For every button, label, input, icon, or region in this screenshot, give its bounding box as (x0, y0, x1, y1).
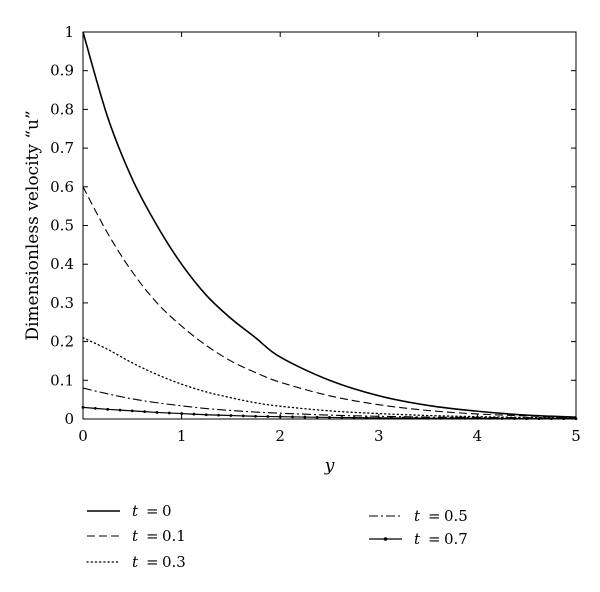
legend-equals: = (428, 507, 441, 525)
legend-swatch-marker (383, 537, 388, 541)
y-tick-label: 0.1 (50, 371, 74, 389)
legend-var: t (132, 553, 139, 571)
x-tick-label: 4 (473, 427, 483, 445)
x-axis-label: y (324, 456, 335, 476)
x-tick-label: 3 (374, 427, 384, 445)
series-marker (192, 412, 196, 416)
series-marker (365, 416, 368, 420)
series-marker (180, 412, 184, 415)
legend-item-2: t = 0.3 (86, 553, 186, 571)
legend-var: t (132, 527, 139, 545)
legend-equals: = (146, 502, 159, 520)
legend-item-0: t = 0 (87, 502, 172, 520)
legend-item-1: t = 0.1 (87, 527, 186, 545)
legend-value: 0.1 (162, 527, 186, 545)
legend-equals: = (146, 527, 159, 545)
legend-value: 0.5 (444, 507, 468, 525)
series-line-3 (82, 387, 577, 419)
y-tick-label: 0 (64, 410, 74, 428)
legend-equals: = (428, 530, 441, 548)
y-tick-label: 0.5 (50, 217, 74, 235)
legend-var: t (414, 507, 421, 525)
series-marker (352, 416, 356, 420)
series-marker (278, 415, 282, 419)
legend-value: 0.3 (162, 553, 186, 571)
series-marker (229, 414, 233, 417)
x-tick-label: 0 (78, 427, 88, 445)
series-marker (340, 416, 344, 419)
y-tick-label: 0.9 (50, 62, 74, 80)
legend-var: t (414, 530, 421, 548)
y-tick-label: 1 (64, 23, 74, 41)
series-line-1 (82, 186, 577, 419)
plot-frame (82, 31, 577, 420)
legend-value: 0.7 (444, 530, 468, 548)
series-marker (204, 413, 208, 417)
y-tick-label: 0.3 (50, 294, 74, 312)
legend: t = 0t = 0.1t = 0.3t = 0.5t = 0.7 (86, 502, 468, 571)
legend-item-4: t = 0.7 (369, 530, 468, 548)
legend-value: 0 (162, 502, 172, 520)
y-tick-label: 0.6 (50, 178, 74, 196)
series-marker (315, 415, 319, 419)
legend-var: t (132, 502, 139, 520)
x-tick-label: 2 (275, 427, 285, 445)
series-marker (155, 411, 159, 414)
y-tick-label: 0.7 (50, 139, 74, 157)
series-marker (217, 413, 220, 417)
series-marker (328, 416, 331, 419)
series-marker (167, 411, 171, 415)
series-line-0 (82, 31, 577, 418)
legend-equals: = (146, 553, 159, 571)
series-marker (143, 410, 147, 414)
x-tick-label: 5 (571, 427, 581, 445)
series-marker (303, 415, 307, 419)
series-marker (254, 414, 257, 418)
y-axis-label: Dimensionless velocity “u” (23, 110, 43, 340)
series-marker (130, 409, 134, 413)
series-layer (81, 31, 578, 421)
legend-item-3: t = 0.5 (369, 507, 468, 525)
series-marker (291, 415, 294, 419)
series-marker (118, 408, 122, 412)
series-marker (241, 414, 245, 418)
x-tick-label: 1 (177, 427, 187, 445)
series-marker (106, 407, 110, 411)
y-tick-label: 0.4 (50, 255, 74, 273)
series-marker (266, 415, 270, 418)
y-tick-label: 0.8 (50, 100, 74, 118)
series-marker (93, 406, 97, 410)
series-line-2 (82, 337, 577, 419)
ticks-layer: 0 1 2 3 4 5 0 0.1 0.2 0.3 0.4 0.5 0.6 0.7 0.8 0.9 1 (50, 23, 581, 445)
y-tick-label: 0.2 (50, 333, 74, 351)
